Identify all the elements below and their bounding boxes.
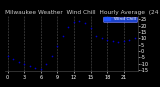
Legend: Wind Chill: Wind Chill — [103, 17, 137, 22]
Text: Milwaukee Weather  Wind Chill  Hourly Average  (24 Hours): Milwaukee Weather Wind Chill Hourly Aver… — [5, 10, 160, 15]
